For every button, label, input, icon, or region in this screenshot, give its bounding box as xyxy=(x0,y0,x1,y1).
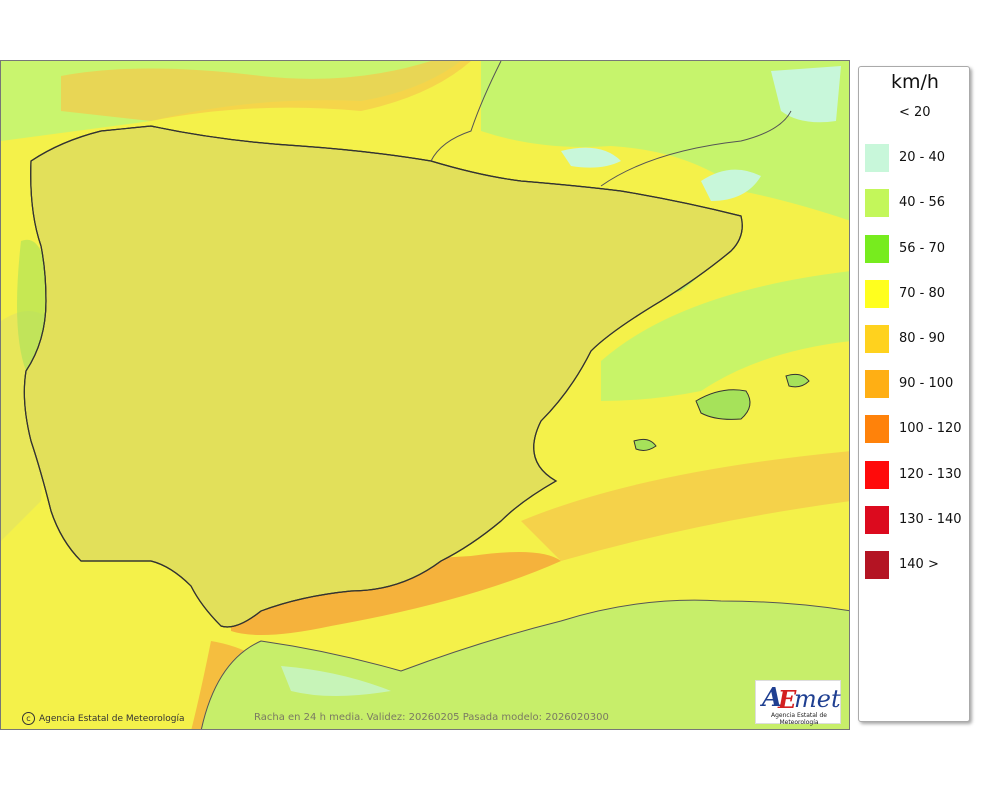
ibiza xyxy=(633,438,657,451)
legend-label: 90 - 100 xyxy=(899,376,954,392)
legend-row: 40 - 56 xyxy=(863,189,969,218)
legend-swatch xyxy=(865,99,889,127)
legend-swatch xyxy=(865,144,889,173)
logo-met: met xyxy=(794,685,841,713)
legend-row: 70 - 80 xyxy=(863,279,969,308)
legend-swatch xyxy=(865,460,889,489)
legend-row: 20 - 40 xyxy=(863,144,969,173)
africa-coastline xyxy=(200,599,849,729)
legend-row: 90 - 100 xyxy=(863,370,969,399)
legend-row: 130 - 140 xyxy=(863,505,969,534)
sea-calm-patch xyxy=(561,147,621,168)
alboran-orange-band xyxy=(231,552,561,635)
legend-swatch xyxy=(865,279,889,308)
legend-label: < 20 xyxy=(899,105,931,120)
legend-label: 120 - 130 xyxy=(899,466,962,482)
france-coastline xyxy=(430,61,792,187)
menorca xyxy=(785,373,810,388)
legend-row: 120 - 130 xyxy=(863,460,969,489)
legend-swatch xyxy=(865,189,889,218)
copyright-icon: c xyxy=(22,712,35,725)
legend-swatch xyxy=(865,551,889,579)
legend-row: 80 - 90 xyxy=(863,325,969,353)
legend-label: 100 - 120 xyxy=(899,421,962,437)
legend-label: 140 > xyxy=(899,557,939,572)
africa-calm-patch xyxy=(281,666,391,696)
wind-gust-map xyxy=(0,60,850,730)
logo-letter-a: A xyxy=(762,683,783,713)
peninsula-coastline xyxy=(23,125,743,628)
aemet-credit: c Agencia Estatal de Meteorología xyxy=(22,712,185,725)
mallorca xyxy=(695,389,751,420)
legend-swatch xyxy=(865,415,889,444)
balearic-sea-green xyxy=(601,271,849,401)
legend-swatch xyxy=(865,505,889,534)
legend-row: 140 > xyxy=(863,551,969,579)
logo-letter-e: E xyxy=(778,685,797,714)
legend-label: 40 - 56 xyxy=(899,195,946,211)
cantabrian-band-orange xyxy=(61,61,471,121)
credit-text: Agencia Estatal de Meteorología xyxy=(39,714,185,724)
legend-label: 130 - 140 xyxy=(899,511,962,527)
aemet-logo: A E met Agencia Estatal de Meteorología xyxy=(755,680,841,726)
legend-swatch xyxy=(865,325,889,353)
legend-swatch xyxy=(865,370,889,399)
wind-legend: km/h < 20 20 - 40 40 - 56 56 - 70 70 - 80 80 … xyxy=(858,66,970,722)
logo-subtitle: Agencia Estatal de Meteorología xyxy=(770,712,827,726)
gulf-calm-patch xyxy=(771,66,841,123)
sea-calm-patch-2 xyxy=(701,169,761,201)
legend-label: 80 - 90 xyxy=(899,331,946,346)
legend-label: 20 - 40 xyxy=(899,150,946,166)
map-canvas xyxy=(1,61,849,729)
legend-unit: km/h xyxy=(891,71,939,93)
legend-label: 70 - 80 xyxy=(899,285,946,301)
legend-row: 56 - 70 xyxy=(863,234,969,263)
legend-row: < 20 xyxy=(863,99,969,127)
alboran-east-orange-band xyxy=(521,451,849,561)
north-africa-land xyxy=(201,600,849,729)
legend-row: 100 - 120 xyxy=(863,415,969,444)
legend-swatch xyxy=(865,234,889,263)
map-caption: Racha en 24 h media. Validez: 20260205 P… xyxy=(254,712,609,723)
legend-label: 56 - 70 xyxy=(899,240,946,256)
